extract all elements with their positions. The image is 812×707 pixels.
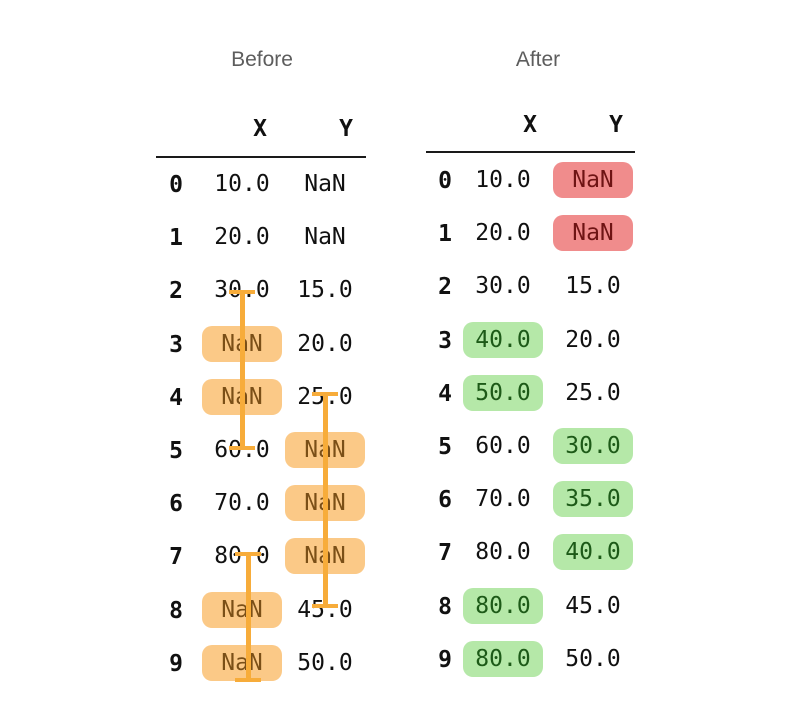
after-cell-x: 20.0 [475,220,531,247]
after-cell-x: 80.0 [463,587,543,624]
after-row-index: 5 [438,434,452,460]
before-row-index: 8 [169,597,183,624]
before-cell-x: 70.0 [214,490,270,517]
before-row-index: 2 [169,278,183,305]
after-row-index: 4 [438,380,452,407]
bracket-y-rows-4-8-top-cap [312,392,338,396]
after-cell-y: 30.0 [553,428,633,464]
bracket-y-rows-4-8-span [323,394,328,606]
after-cell-y: 15.0 [565,273,621,300]
before-row-index: 5 [169,438,183,464]
bracket-x-rows-2-5-span [240,292,245,448]
after-cell-y: 35.0 [553,481,633,518]
before-cell-x: NaN [202,591,282,628]
after-header-y: Y [609,112,623,138]
after-cell-x: 30.0 [475,273,531,300]
before-cell-x: 80.0 [214,543,270,570]
before-row-index: 7 [169,544,183,571]
before-title: Before [231,48,293,71]
after-cell-x: 80.0 [475,539,531,566]
after-row-index: 2 [438,274,452,301]
after-cell-x: 40.0 [463,321,543,358]
after-cell-y: 25.0 [565,379,621,406]
before-header-x: X [253,116,267,142]
after-row-index: 3 [438,327,452,354]
bracket-x-rows-2-5-top-cap [229,290,255,294]
before-row-index: 0 [169,172,183,198]
before-cell-y: NaN [304,224,346,251]
before-cell-x: 10.0 [214,171,270,197]
bracket-x-rows-7-9-span [246,554,251,680]
before-row-index: 1 [169,225,183,252]
before-row-index: 9 [169,650,183,677]
before-cell-y: 15.0 [297,277,353,304]
after-cell-y: NaN [553,162,633,198]
before-cell-x: 20.0 [214,224,270,251]
before-header-rule [156,156,366,158]
before-header-y: Y [339,116,353,142]
bracket-x-rows-2-5-bottom-cap [229,446,255,450]
after-cell-y: 45.0 [565,592,621,619]
after-header-rule [426,151,635,153]
after-row-index: 6 [438,487,452,514]
before-cell-y: NaN [304,171,346,197]
before-cell-y: 20.0 [297,330,353,357]
after-cell-x: 60.0 [475,433,531,459]
after-row-index: 1 [438,221,452,248]
after-cell-y: 50.0 [565,645,621,672]
after-cell-x: 50.0 [463,374,543,411]
after-cell-y: 40.0 [553,534,633,571]
after-row-index: 0 [438,168,452,194]
bracket-x-rows-7-9-top-cap [235,552,261,556]
after-cell-y: NaN [553,215,633,252]
before-row-index: 3 [169,331,183,358]
after-cell-x: 10.0 [475,167,531,193]
bracket-y-rows-4-8-bottom-cap [312,604,338,608]
after-cell-y: 20.0 [565,326,621,353]
before-cell-y: 50.0 [297,649,353,676]
after-cell-x: 70.0 [475,486,531,513]
after-row-index: 9 [438,646,452,673]
after-title: After [515,48,561,71]
before-cell-x: NaN [202,644,282,681]
after-cell-x: 80.0 [463,640,543,677]
before-row-index: 6 [169,491,183,518]
after-header-x: X [523,112,537,138]
before-row-index: 4 [169,384,183,411]
after-row-index: 7 [438,540,452,567]
after-row-index: 8 [438,593,452,620]
bracket-x-rows-7-9-bottom-cap [235,678,261,682]
